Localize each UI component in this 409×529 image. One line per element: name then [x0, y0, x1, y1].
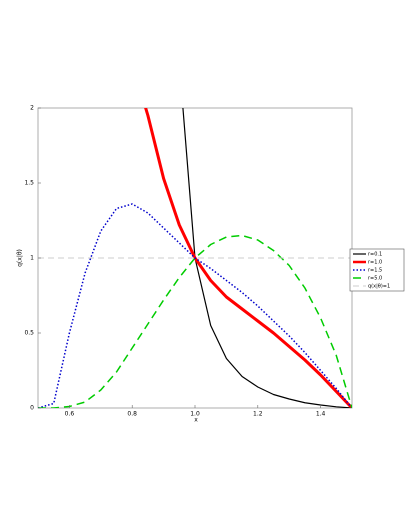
x-tick-label: 0.6 [65, 411, 75, 418]
x-axis-label: x [194, 417, 198, 424]
y-tick-label: 0.5 [24, 330, 34, 337]
x-tick-label: 1.0 [190, 411, 200, 418]
x-tick-label: 1.2 [253, 411, 263, 418]
series-line [38, 203, 352, 408]
x-tick-label: 0.8 [127, 411, 137, 418]
legend-label: r=0.1 [368, 252, 382, 258]
x-tick-label: 1.4 [316, 411, 326, 418]
series-line [38, 234, 352, 408]
legend-box [349, 248, 405, 292]
series-group [38, 108, 352, 408]
y-axis-label: q(x|θ) [17, 249, 24, 267]
y-tick-label: 0 [30, 405, 34, 412]
y-tick-label: 1 [30, 255, 34, 262]
y-tick-label: 2 [30, 105, 34, 112]
legend-label: q(x|θ)=1 [368, 284, 390, 290]
series-line [182, 108, 352, 408]
y-tick-label: 1.5 [24, 180, 34, 187]
legend-label: r=1.0 [368, 260, 382, 266]
series-line [144, 108, 352, 408]
legend-label: r=1.5 [368, 268, 382, 274]
legend-label: r=5.0 [368, 276, 382, 282]
